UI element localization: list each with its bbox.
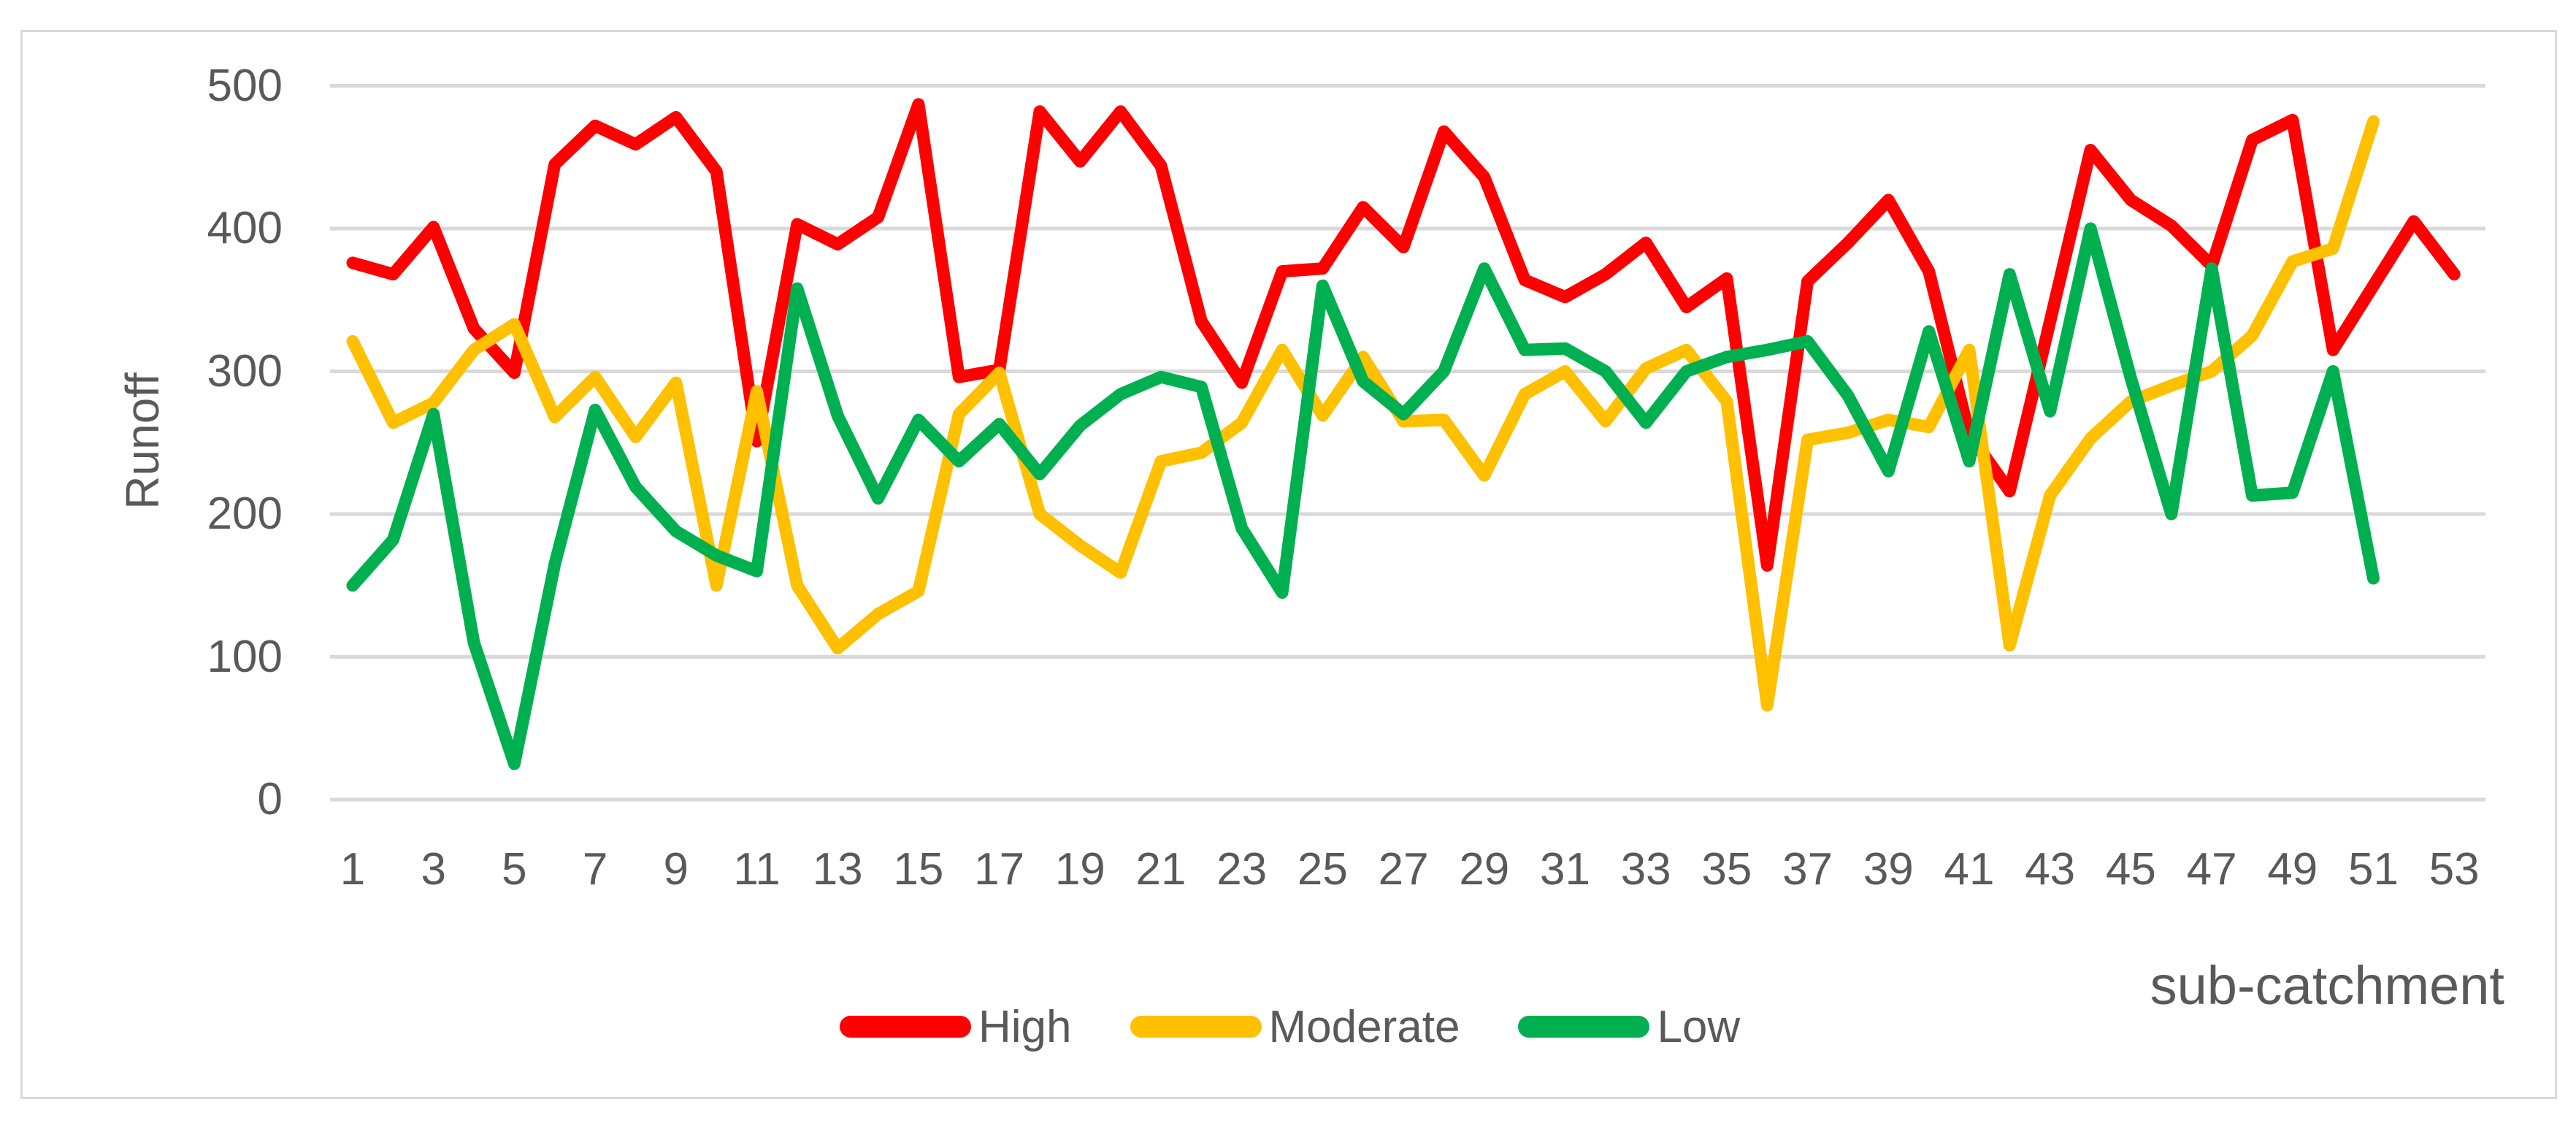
x-tick-label-9: 9 [663,844,689,895]
series-line-high [346,98,2461,572]
legend: High Moderate Low [840,990,1740,1063]
gridlines [330,84,2485,802]
x-tick-label-49: 49 [2267,844,2318,895]
series-line-moderate [346,115,2380,712]
y-tick-label-100: 100 [207,631,283,682]
x-tick-label-45: 45 [2105,844,2156,895]
x-tick-label-19: 19 [1054,844,1105,895]
y-tick-label-0: 0 [257,774,283,824]
legend-swatch-high [840,1016,971,1038]
legend-swatch-moderate [1130,1016,1262,1038]
x-tick-label-41: 41 [1944,844,1995,895]
legend-label-low: Low [1657,1001,1741,1052]
legend-item-moderate: Moderate [1130,1001,1460,1053]
x-tick-label-43: 43 [2025,844,2076,895]
x-axis-title: sub-catchment [2150,955,2504,1016]
x-tick-label-13: 13 [812,844,863,895]
y-tick-label-500: 500 [207,60,283,111]
x-tick-label-11: 11 [733,844,781,895]
x-tick-label-15: 15 [893,844,944,895]
x-tick-label-47: 47 [2186,844,2237,895]
x-tick-label-27: 27 [1378,844,1429,895]
x-tick-label-37: 37 [1782,844,1833,895]
x-tick-label-53: 53 [2429,844,2480,895]
legend-swatch-low [1518,1016,1650,1038]
series-lines [346,98,2461,770]
x-tick-label-29: 29 [1459,844,1510,895]
x-tick-label-21: 21 [1135,844,1187,895]
x-tick-label-23: 23 [1216,844,1268,895]
legend-label-moderate: Moderate [1268,1001,1460,1052]
y-tick-label-200: 200 [207,489,283,539]
x-tick-label-5: 5 [502,844,527,895]
y-axis-title: Runoff [116,372,169,510]
legend-item-low: Low [1518,1001,1740,1053]
x-tick-label-3: 3 [421,844,446,895]
x-tick-label-33: 33 [1620,844,1671,895]
x-tick-label-17: 17 [974,844,1025,895]
x-tick-label-39: 39 [1863,844,1914,895]
x-tick-label-35: 35 [1701,844,1752,895]
y-tick-label-400: 400 [207,203,283,253]
legend-item-high: High [840,1001,1072,1053]
x-tick-label-1: 1 [340,844,366,895]
y-tick-label-300: 300 [207,345,283,397]
x-tick-label-51: 51 [2348,844,2399,895]
series-line-low [346,222,2380,770]
x-tick-label-31: 31 [1540,844,1590,895]
x-tick-label-7: 7 [582,844,608,895]
x-tick-label-25: 25 [1297,844,1348,895]
legend-label-high: High [978,1001,1072,1052]
